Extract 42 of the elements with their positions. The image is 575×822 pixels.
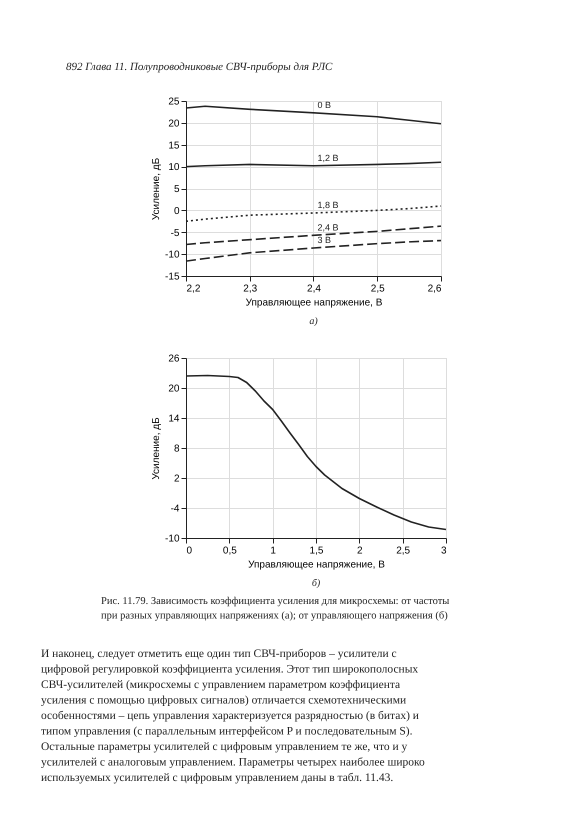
x-tick-label: 2,5 — [370, 284, 386, 294]
series-label: 3 В — [318, 235, 332, 245]
x-tick-label: 2,5 — [396, 546, 411, 556]
text: а) — [309, 316, 318, 327]
text: 892 Глава 11. Полупроводниковые СВЧ-приборы для РЛС — [66, 61, 334, 73]
y-tick-label: 20 — [168, 118, 180, 130]
x-tick-label: 1 — [270, 546, 276, 556]
x-tick-label: 2,2 — [186, 284, 201, 294]
y-tick-label: -15 — [165, 272, 180, 282]
x-axis-title: Управляющее напряжение, В — [246, 298, 383, 308]
y-tick-label: 0 — [174, 206, 180, 217]
x-axis-title: Управляющее напряжение, В — [248, 560, 386, 570]
y-axis-title: Усиление, дБ — [151, 416, 162, 480]
text: б) — [312, 578, 321, 589]
y-tick-label: -10 — [165, 534, 180, 544]
y-tick-label: 8 — [174, 444, 180, 454]
x-tick-label: 2 — [357, 546, 364, 556]
y-tick-label: 5 — [174, 184, 180, 195]
x-tick-label: 2,4 — [307, 284, 322, 294]
text: И наконец, следует отметить еще один тип СВЧ-приборов – усилители с цифровой регулировкой коэффициента усиления. Этот тип широкополосных СВЧ-усилителей (микросхемы с управлением параметром коэффициента усиления с помощью цифровых сигналов) отличается схемотехническими особенностями – цепь управления характеризуется разрядностью (в битах) и типом управления (с параллельным интерфейсом P и последовательным S). Остальные параметры усилителей с цифровым управлением те же, что и у усилителей с аналоговым управлением. Параметры четырех наиболее широко используемых усилителей с цифровым управлением даны в табл. 11.43. — [41, 648, 425, 784]
series-label: 0 В — [318, 100, 332, 110]
x-tick-label: 0,5 — [222, 546, 238, 556]
y-tick-label: 25 — [168, 96, 180, 108]
y-tick-label: 2 — [174, 474, 180, 484]
y-tick-label: 26 — [168, 354, 180, 364]
y-tick-label: 10 — [168, 162, 180, 174]
y-tick-label: -4 — [170, 504, 180, 514]
x-tick-label: 3 — [440, 546, 447, 556]
series-label: 2,4 В — [318, 222, 339, 232]
x-tick-label: 2,3 — [243, 284, 258, 294]
y-tick-label: -10 — [165, 250, 180, 261]
text: Рис. 11.79. Зависимость коэффициента усиления для микросхемы: от частоты при разных управляющих напряжениях (а); от управляющего напряжения (б) — [101, 596, 450, 622]
x-tick-label: 2,6 — [428, 284, 442, 294]
x-tick-label: 0 — [186, 546, 192, 556]
y-tick-label: 15 — [168, 140, 180, 152]
y-tick-label: 14 — [168, 414, 180, 424]
y-tick-label: -5 — [170, 228, 180, 239]
series-label: 1,8 В — [318, 200, 339, 210]
x-tick-label: 1,5 — [310, 546, 324, 556]
y-tick-label: 20 — [168, 384, 180, 394]
y-axis-title: Усиление, дБ — [151, 157, 162, 220]
series-label: 1,2 В — [318, 152, 339, 163]
